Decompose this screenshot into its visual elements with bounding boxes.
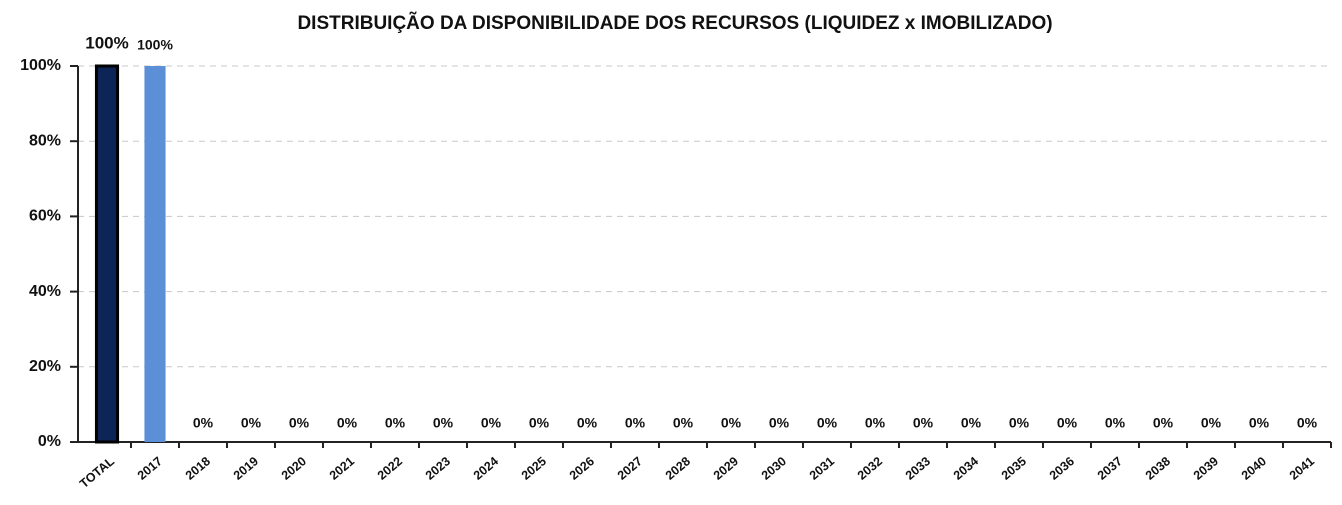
- value-label: 0%: [769, 415, 790, 431]
- x-tick-label: 2028: [663, 454, 693, 483]
- x-tick-label: 2031: [807, 454, 837, 483]
- y-tick-label: 60%: [29, 208, 61, 225]
- value-label: 0%: [721, 415, 742, 431]
- x-tick-label: 2020: [279, 454, 309, 483]
- x-tick-label: 2036: [1047, 454, 1077, 483]
- value-label: 0%: [625, 415, 646, 431]
- y-tick-label: 100%: [20, 57, 61, 74]
- value-label: 0%: [337, 415, 358, 431]
- x-tick-label: 2037: [1095, 454, 1125, 483]
- x-tick-label: 2019: [231, 454, 261, 483]
- value-label: 0%: [1153, 415, 1174, 431]
- x-tick-label: 2034: [951, 454, 981, 483]
- value-label: 0%: [241, 415, 262, 431]
- x-tick-label: 2024: [471, 454, 501, 483]
- x-tick-label: 2035: [999, 454, 1029, 483]
- value-label: 0%: [289, 415, 310, 431]
- value-label: 0%: [1297, 415, 1318, 431]
- value-label: 0%: [1249, 415, 1270, 431]
- x-tick-label: 2038: [1143, 454, 1173, 483]
- x-tick-label: 2027: [615, 454, 645, 483]
- value-label: 0%: [1105, 415, 1126, 431]
- x-tick-label: 2041: [1287, 454, 1317, 483]
- x-tick-label: 2039: [1191, 454, 1221, 483]
- x-tick-label: 2017: [135, 454, 165, 483]
- x-tick-label: 2021: [327, 454, 357, 483]
- value-label: 0%: [1009, 415, 1030, 431]
- value-label: 0%: [865, 415, 886, 431]
- value-label: 0%: [913, 415, 934, 431]
- bar: [144, 66, 166, 442]
- bar: [94, 64, 120, 444]
- x-tick-label: 2018: [183, 454, 213, 483]
- value-label: 100%: [85, 33, 128, 52]
- value-label: 0%: [385, 415, 406, 431]
- value-label: 0%: [817, 415, 838, 431]
- y-tick-label: 0%: [38, 433, 61, 450]
- x-tick-label: 2026: [567, 454, 597, 483]
- x-tick-label: 2033: [903, 454, 933, 483]
- x-tick-label: TOTAL: [77, 454, 117, 491]
- y-tick-label: 40%: [29, 283, 61, 300]
- value-label: 0%: [577, 415, 598, 431]
- value-label: 0%: [673, 415, 694, 431]
- x-tick-label: 2023: [423, 454, 453, 483]
- value-label: 100%: [137, 37, 173, 53]
- y-tick-label: 80%: [29, 132, 61, 149]
- y-tick-label: 20%: [29, 358, 61, 375]
- value-label: 0%: [193, 415, 214, 431]
- x-tick-label: 2022: [375, 454, 405, 483]
- x-tick-label: 2040: [1239, 454, 1269, 483]
- value-label: 0%: [1057, 415, 1078, 431]
- value-label: 0%: [433, 415, 454, 431]
- x-tick-label: 2032: [855, 454, 885, 483]
- x-tick-label: 2025: [519, 454, 549, 483]
- x-tick-label: 2029: [711, 454, 741, 483]
- value-label: 0%: [529, 415, 550, 431]
- value-label: 0%: [481, 415, 502, 431]
- value-label: 0%: [961, 415, 982, 431]
- value-label: 0%: [1201, 415, 1222, 431]
- x-tick-label: 2030: [759, 454, 789, 483]
- chart-title: DISTRIBUIÇÃO DA DISPONIBILIDADE DOS RECU…: [297, 12, 1052, 34]
